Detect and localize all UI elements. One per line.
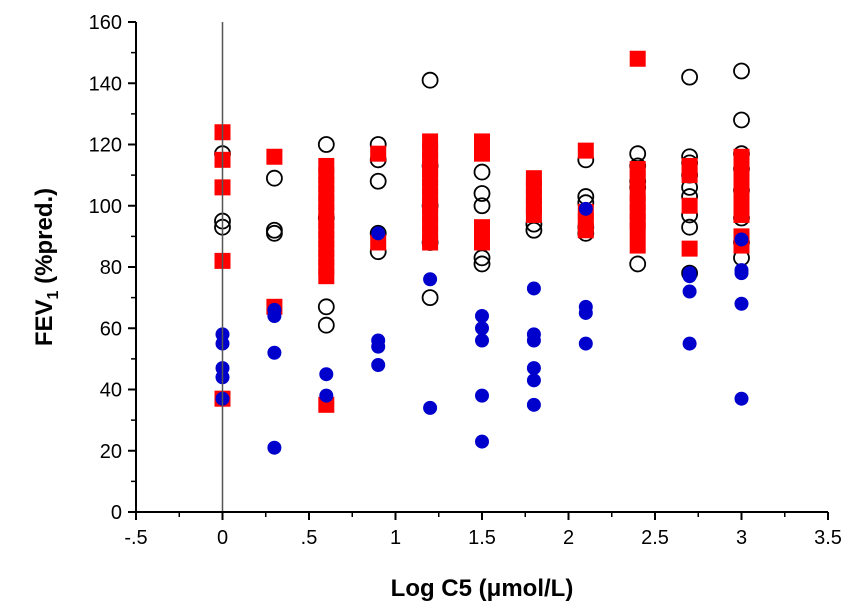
x-tick-label: 3.5: [814, 527, 842, 549]
data-point-blue-circle: [734, 232, 749, 247]
y-tick-label: 20: [100, 441, 122, 463]
data-point-red-square: [577, 222, 594, 239]
data-point-blue-circle: [319, 367, 334, 382]
data-point-open-circle: [369, 172, 387, 190]
data-point-open-circle: [473, 255, 491, 273]
data-points: [214, 50, 750, 455]
x-tick-label: 1: [390, 527, 401, 549]
data-point-red-square: [474, 145, 490, 162]
data-point-red-square: [422, 234, 439, 251]
data-point-red-square: [733, 148, 750, 165]
data-point-blue-circle: [526, 361, 541, 376]
data-point-open-circle: [681, 68, 698, 86]
data-point-red-square: [577, 142, 594, 159]
data-point-blue-circle: [423, 272, 438, 287]
x-axis-ticks: -.5 0 .5 1 1.5 2 2.5 3 3.5: [124, 512, 842, 549]
data-point-blue-circle: [475, 333, 489, 348]
x-axis-title: Log C5 (μmol/L): [391, 575, 574, 602]
data-point-blue-circle: [267, 309, 282, 323]
data-point-red-square: [266, 148, 283, 165]
y-axis-ticks: 0 20 40 60 80 100 120 140 160: [89, 12, 136, 524]
x-tick-label: -.5: [124, 527, 147, 549]
data-point-blue-circle: [475, 388, 489, 403]
y-tick-label: 60: [100, 318, 122, 340]
data-point-open-circle: [473, 197, 491, 215]
data-point-red-square: [629, 237, 646, 254]
data-point-blue-circle: [734, 296, 749, 311]
y-tick-label: 0: [111, 502, 122, 524]
y-tick-label: 140: [89, 73, 122, 95]
y-axis-title-suffix: (%pred.): [31, 188, 58, 291]
data-point-blue-circle: [371, 226, 386, 241]
data-point-blue-circle: [475, 309, 489, 323]
x-tick-label: 3: [736, 527, 747, 549]
data-point-blue-circle: [267, 345, 282, 360]
data-point-open-circle: [421, 289, 439, 307]
data-point-open-circle: [629, 255, 647, 273]
data-point-blue-circle: [682, 336, 697, 351]
data-point-red-square: [318, 268, 335, 285]
x-tick-label: .5: [301, 527, 318, 549]
data-point-blue-circle: [578, 305, 593, 320]
data-point-open-circle: [681, 218, 698, 236]
y-tick-label: 40: [100, 380, 122, 402]
y-tick-label: 100: [89, 196, 122, 218]
data-point-open-circle: [733, 111, 750, 129]
data-point-red-square: [681, 240, 698, 257]
data-point-blue-circle: [475, 321, 489, 336]
data-point-open-circle: [473, 185, 491, 202]
data-point-blue-circle: [682, 269, 697, 284]
data-point-blue-circle: [526, 281, 541, 296]
data-point-blue-circle: [734, 266, 749, 281]
data-point-blue-circle: [578, 336, 593, 351]
data-point-blue-circle: [526, 333, 541, 348]
x-tick-label: 2.5: [641, 527, 669, 549]
data-point-open-circle: [265, 169, 283, 187]
y-axis-title-subscript: 1: [45, 290, 62, 299]
data-point-blue-circle: [734, 391, 749, 406]
data-point-blue-circle: [578, 201, 593, 216]
y-tick-label: 120: [89, 135, 122, 157]
data-point-open-circle: [317, 136, 335, 153]
data-point-blue-circle: [319, 388, 334, 403]
data-point-red-square: [629, 222, 646, 239]
data-point-blue-circle: [526, 373, 541, 388]
data-point-blue-circle: [423, 400, 438, 415]
x-tick-label: 0: [217, 527, 228, 549]
x-tick-label: 1.5: [468, 527, 496, 549]
data-point-red-square: [681, 167, 698, 184]
data-point-open-circle: [733, 62, 750, 80]
data-point-red-square: [733, 206, 750, 223]
data-point-red-square: [629, 50, 646, 67]
y-axis-title-main: FEV: [31, 299, 58, 346]
y-axis-title: FEV1 (%pred.): [31, 188, 62, 346]
data-point-blue-circle: [526, 397, 541, 412]
data-point-blue-circle: [682, 284, 697, 299]
data-point-open-circle: [317, 316, 335, 334]
data-point-red-square: [370, 145, 387, 162]
x-tick-label: 2: [563, 527, 574, 549]
data-point-red-square: [474, 234, 490, 251]
y-tick-label: 160: [89, 12, 122, 34]
data-point-red-square: [474, 219, 490, 236]
data-point-red-square: [681, 197, 698, 214]
data-point-open-circle: [473, 163, 491, 181]
data-point-open-circle: [421, 71, 439, 89]
data-point-red-square: [525, 206, 542, 223]
data-point-open-circle: [265, 224, 283, 242]
data-point-blue-circle: [267, 440, 282, 455]
y-tick-label: 80: [100, 257, 122, 279]
data-point-red-square: [629, 170, 646, 187]
data-point-blue-circle: [371, 339, 386, 354]
data-point-blue-circle: [371, 358, 386, 372]
data-point-blue-circle: [475, 434, 489, 449]
data-point-red-square: [474, 133, 490, 150]
data-point-open-circle: [317, 298, 335, 316]
